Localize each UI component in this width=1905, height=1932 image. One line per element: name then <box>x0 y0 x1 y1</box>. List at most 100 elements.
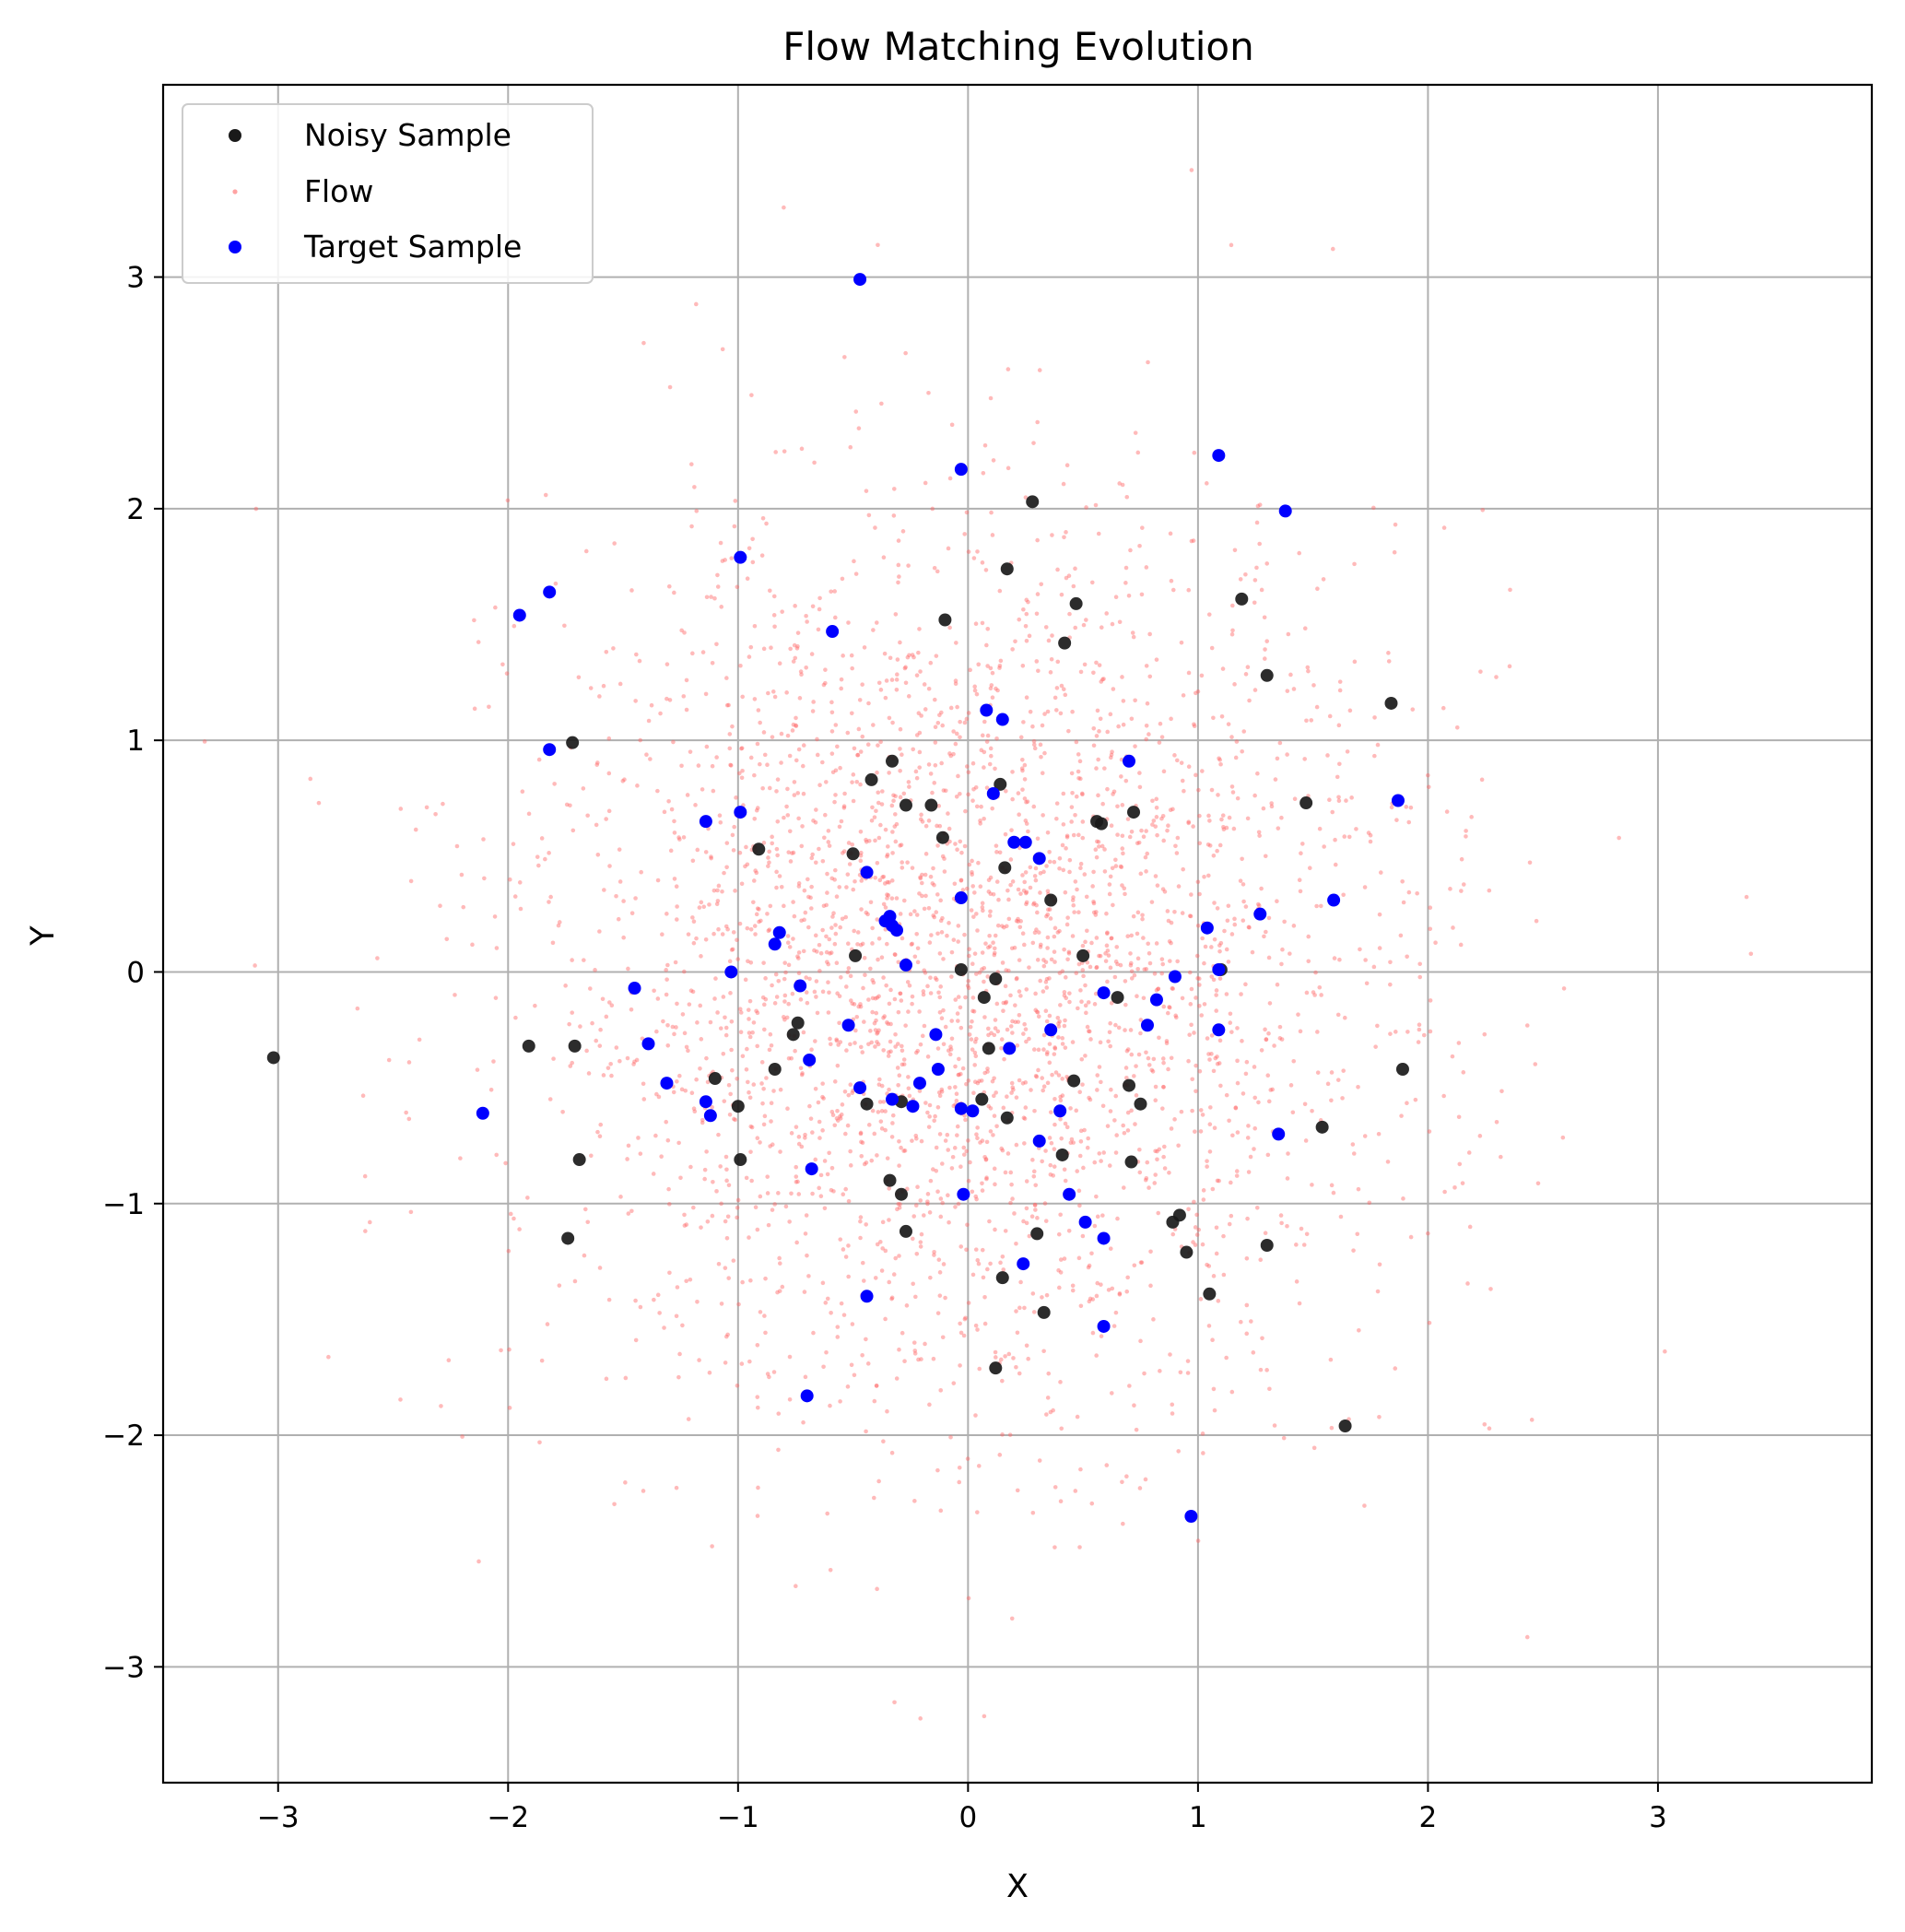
flow-point <box>798 997 804 1002</box>
flow-point <box>1125 1128 1131 1133</box>
flow-point <box>846 1198 852 1204</box>
flow-point <box>1043 1149 1048 1153</box>
flow-point <box>1073 566 1077 571</box>
flow-point <box>961 1333 967 1338</box>
flow-point <box>1013 639 1017 644</box>
flow-point <box>926 762 932 767</box>
flow-point <box>1001 1000 1006 1006</box>
flow-point <box>775 1290 780 1295</box>
flow-point <box>1206 1324 1212 1328</box>
flow-point <box>826 961 831 967</box>
flow-point <box>1102 869 1108 874</box>
flow-point <box>1094 1194 1099 1199</box>
flow-point <box>953 741 958 747</box>
flow-point <box>724 676 729 680</box>
flow-point <box>883 1248 888 1254</box>
flow-point <box>989 510 994 515</box>
flow-point <box>757 907 761 912</box>
flow-point <box>1044 976 1050 982</box>
flow-point <box>862 1161 867 1167</box>
flow-point <box>839 975 843 980</box>
flow-point <box>1314 704 1320 710</box>
flow-point <box>1161 1085 1166 1090</box>
flow-point <box>1205 1262 1209 1267</box>
flow-point <box>880 875 885 879</box>
flow-point <box>782 993 788 998</box>
flow-point <box>1191 1240 1195 1244</box>
flow-point <box>941 1262 947 1266</box>
flow-point <box>1015 1488 1020 1493</box>
flow-point <box>943 788 948 794</box>
flow-point <box>1045 830 1051 835</box>
flow-point <box>1076 910 1081 914</box>
flow-point <box>804 613 808 618</box>
flow-point <box>799 843 805 849</box>
flow-point <box>767 1374 771 1380</box>
flow-point <box>764 1076 769 1080</box>
flow-point <box>1186 587 1192 593</box>
flow-point <box>1086 1265 1091 1270</box>
flow-point <box>760 1101 765 1106</box>
flow-point <box>951 1103 957 1109</box>
flow-point <box>1302 757 1307 761</box>
flow-point <box>763 1330 768 1336</box>
flow-point <box>947 921 951 925</box>
flow-point <box>876 1030 880 1035</box>
flow-point <box>1155 1149 1159 1154</box>
flow-point <box>1161 1060 1166 1066</box>
flow-point <box>949 1166 955 1171</box>
target-sample-point <box>628 982 641 995</box>
flow-point <box>1069 771 1075 776</box>
flow-point <box>1129 960 1134 966</box>
flow-point <box>638 1304 643 1310</box>
flow-point <box>654 1029 659 1034</box>
flow-point <box>672 877 677 881</box>
flow-point <box>737 771 742 776</box>
flow-point <box>928 1275 933 1280</box>
flow-point <box>1267 1386 1272 1392</box>
flow-point <box>675 1285 680 1290</box>
flow-point <box>766 690 770 696</box>
flow-point <box>958 1363 962 1368</box>
flow-point <box>1084 894 1089 900</box>
flow-point <box>1454 724 1460 730</box>
flow-point <box>776 1411 782 1416</box>
flow-point <box>570 958 574 962</box>
flow-point <box>839 677 844 682</box>
flow-point <box>1364 981 1370 986</box>
flow-point <box>745 576 750 582</box>
flow-point <box>641 340 646 346</box>
flow-point <box>877 878 883 883</box>
flow-point <box>968 667 972 673</box>
flow-point <box>1312 993 1317 997</box>
flow-point <box>744 844 748 850</box>
flow-point <box>1144 1175 1149 1181</box>
flow-point <box>1192 1031 1196 1035</box>
noisy-sample-point <box>1000 1111 1014 1125</box>
flow-point <box>1003 984 1008 989</box>
flow-point <box>1078 866 1083 871</box>
flow-point <box>739 775 745 781</box>
flow-point <box>1103 951 1108 956</box>
flow-point <box>1258 1367 1264 1372</box>
flow-point <box>1005 1027 1010 1032</box>
flow-point <box>698 1003 703 1008</box>
flow-point <box>1120 675 1124 679</box>
flow-point <box>1044 864 1049 868</box>
flow-point <box>614 893 618 899</box>
flow-point <box>726 1082 732 1088</box>
flow-point <box>688 749 693 754</box>
flow-point <box>731 848 736 853</box>
flow-point <box>1065 915 1070 920</box>
flow-point <box>751 1082 757 1087</box>
flow-point <box>1279 1220 1284 1226</box>
flow-point <box>1337 679 1343 684</box>
flow-point <box>676 1374 681 1380</box>
flow-point <box>1197 891 1202 897</box>
flow-point <box>918 669 923 674</box>
flow-point <box>870 995 876 1001</box>
flow-point <box>747 1031 752 1035</box>
flow-point <box>919 1231 924 1237</box>
flow-point <box>1017 617 1022 622</box>
flow-point <box>1031 1310 1037 1314</box>
